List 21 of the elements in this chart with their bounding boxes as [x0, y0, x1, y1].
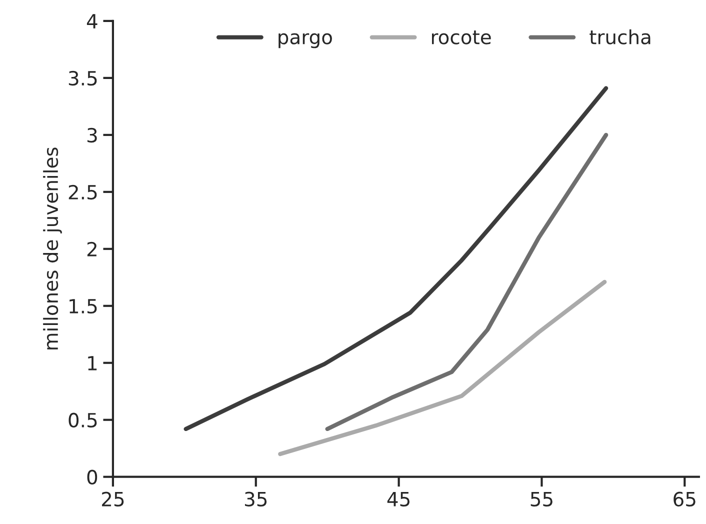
legend-label: pargo — [278, 33, 332, 48]
x-tick-label: 35 — [244, 492, 267, 506]
y-tick-label: 3.5 — [68, 70, 97, 86]
y-tick-label: 1 — [88, 356, 97, 370]
y-tick-label: 1.5 — [70, 299, 97, 314]
y-axis-title: millones de juveniles — [43, 148, 62, 350]
x-tick-label: 65 — [674, 492, 696, 506]
line-series — [325, 132, 608, 432]
y-tick-label: 0 — [87, 470, 98, 485]
y-tick-label: 2 — [87, 242, 96, 256]
x-tick-label: 55 — [530, 492, 552, 506]
x-tick-label: 45 — [387, 492, 410, 506]
y-tick-label: 3 — [87, 128, 97, 143]
line-series — [184, 86, 608, 432]
y-tick-label: 2.5 — [68, 184, 97, 200]
y-tick-label: 4 — [86, 14, 98, 28]
legend-label: rocote — [432, 30, 491, 44]
legend-label: trucha — [590, 29, 650, 44]
y-tick-label: 0.5 — [68, 412, 97, 428]
x-tick-label: 25 — [102, 492, 124, 506]
line-series — [278, 280, 607, 456]
